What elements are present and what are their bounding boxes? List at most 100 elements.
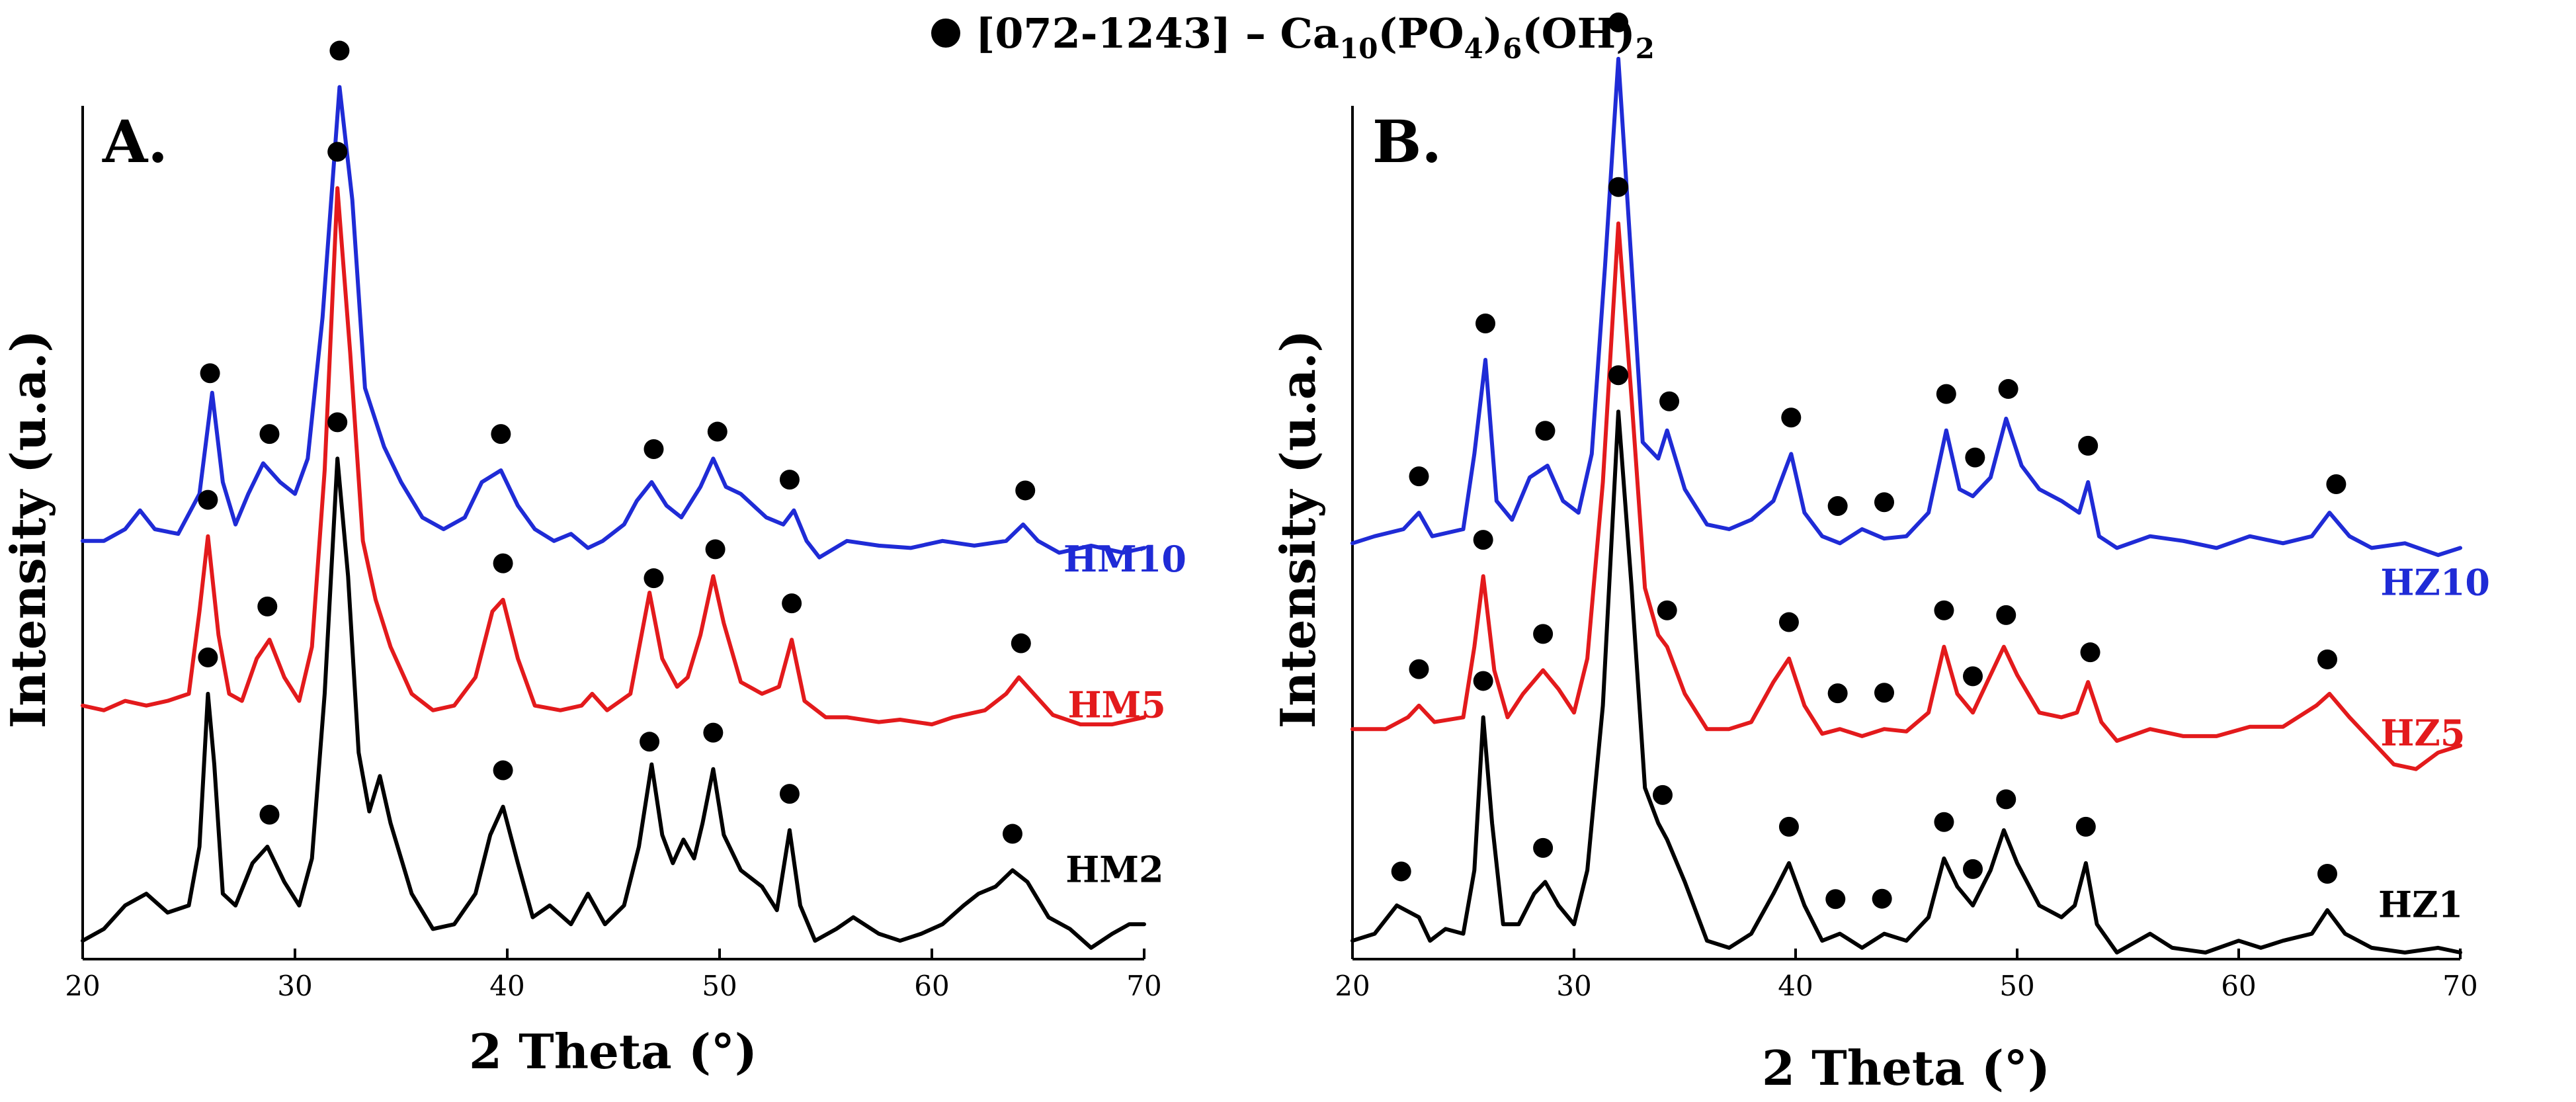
legend-part: 4 <box>1464 32 1483 65</box>
x-axis-title: 2 Theta (°) <box>1762 1040 2050 1096</box>
x-tick-label: 20 <box>1335 970 1370 1002</box>
series-label-hm5: HM5 <box>1067 683 1165 726</box>
peak-marker-icon <box>2078 435 2098 456</box>
chart-panel-b: B. 2 Theta (°) Intensity (u.a.) 20 30 40 50… <box>1270 12 2490 1096</box>
peak-marker-icon <box>2326 474 2347 494</box>
peak-marker-icon <box>1608 177 1628 197</box>
x-ticks: 20 30 40 50 60 70 <box>65 949 1162 1002</box>
panel-label: B. <box>1372 107 1442 176</box>
peak-marker-icon <box>1475 314 1495 333</box>
series-labels: HZ1 HZ5 HZ10 <box>2378 562 2490 926</box>
x-tick-label: 70 <box>2442 970 2477 1002</box>
peak-marker-icon <box>1781 407 1802 428</box>
peak-marker-icon <box>2317 864 2337 884</box>
series-labels: HM2 HM5 HM10 <box>1063 538 1186 890</box>
peak-marker-icon <box>1825 889 1846 910</box>
peak-marker-icon <box>1002 824 1022 844</box>
x-tick-label: 20 <box>65 970 100 1002</box>
x-tick-label: 30 <box>1556 970 1591 1002</box>
series-line-hz5 <box>1350 221 2462 771</box>
series-label-hz5: HZ5 <box>2380 712 2465 754</box>
peak-marker-icon <box>2075 816 2096 837</box>
x-tick-label: 40 <box>1778 970 1813 1002</box>
x-tick-label: 70 <box>1126 970 1161 1002</box>
peak-marker-icon <box>327 142 348 162</box>
legend-part: 10 <box>1339 32 1378 65</box>
x-axis-title: 2 Theta (°) <box>469 1023 757 1080</box>
peak-marker-icon <box>1963 666 1983 687</box>
series-line-hz10 <box>1350 56 2462 558</box>
legend-marker-icon <box>931 19 960 48</box>
peak-marker-icon <box>198 647 218 667</box>
legend: [072-1243] – Ca10(PO4)6(OH)2 <box>931 9 1655 65</box>
peak-marker-icon <box>1659 391 1680 411</box>
peak-marker-icon <box>640 732 660 752</box>
peak-marker-icon <box>1965 447 1985 468</box>
peak-marker-icon <box>1391 861 1411 882</box>
peak-marker-icon <box>1963 859 1983 879</box>
series-label-hz1: HZ1 <box>2378 884 2463 926</box>
x-tick-label: 60 <box>914 970 949 1002</box>
peak-marker-icon <box>779 470 800 490</box>
x-tick-label: 60 <box>2221 970 2256 1002</box>
peak-marker-icon <box>703 722 724 743</box>
series-curves <box>81 85 1146 950</box>
legend-part: [072-1243] – Ca <box>976 9 1339 58</box>
peak-marker-icon <box>1778 612 1799 632</box>
peak-marker-icon <box>705 539 726 560</box>
chart-panel-a: A. 2 Theta (°) Intensity (u.a.) 20 30 40 50… <box>0 40 1186 1080</box>
peak-marker-icon <box>644 439 664 459</box>
peak-marker-icon <box>1874 683 1894 703</box>
peak-marker-icon <box>259 804 280 825</box>
legend-part: ) <box>1483 9 1503 58</box>
peak-marker-icon <box>327 412 348 433</box>
peak-marker-icon <box>1872 888 1892 909</box>
peak-marker-icon <box>1409 659 1429 679</box>
peak-marker-icon <box>1827 496 1848 516</box>
x-tick-label: 50 <box>702 970 737 1002</box>
peak-marker-icon <box>1533 624 1554 644</box>
series-label-hz10: HZ10 <box>2380 562 2490 604</box>
peak-marker-icon <box>257 596 278 616</box>
series-label-hm10: HM10 <box>1063 538 1186 580</box>
series-line-hm10 <box>81 85 1146 560</box>
peak-marker-icon <box>1653 784 1673 805</box>
peak-markers <box>198 40 1036 844</box>
peak-marker-icon <box>1996 789 2016 810</box>
peak-marker-icon <box>1533 837 1554 858</box>
peak-marker-icon <box>1778 816 1799 837</box>
peak-marker-icon <box>1998 379 2018 400</box>
x-tick-label: 40 <box>489 970 524 1002</box>
peak-marker-icon <box>1874 492 1894 513</box>
x-tick-label: 50 <box>1999 970 2034 1002</box>
series-curves <box>1350 56 2462 954</box>
peak-marker-icon <box>491 424 511 445</box>
legend-part: 6 <box>1503 32 1522 65</box>
series-line-hz1 <box>1350 409 2462 954</box>
peak-marker-icon <box>2080 642 2100 663</box>
peak-markers <box>1391 12 2347 910</box>
y-axis-title: Intensity (u.a.) <box>0 330 56 729</box>
peak-marker-icon <box>259 424 280 445</box>
peak-marker-icon <box>1934 600 1954 620</box>
peak-marker-icon <box>198 489 218 510</box>
peak-marker-icon <box>1535 421 1556 441</box>
peak-marker-icon <box>1015 480 1036 501</box>
peak-marker-icon <box>1936 384 1956 404</box>
legend-part: 2 <box>1636 32 1655 65</box>
x-tick-label: 30 <box>277 970 312 1002</box>
peak-marker-icon <box>1608 365 1628 386</box>
series-label-hm2: HM2 <box>1065 848 1163 890</box>
peak-marker-icon <box>779 784 800 804</box>
peak-marker-icon <box>1827 683 1848 704</box>
legend-part: (PO <box>1378 9 1464 58</box>
peak-marker-icon <box>782 593 802 614</box>
peak-marker-icon <box>644 568 664 589</box>
series-line-hm5 <box>81 186 1146 727</box>
peak-marker-icon <box>1608 12 1628 32</box>
peak-marker-icon <box>200 363 220 384</box>
peak-marker-icon <box>1996 605 2016 625</box>
peak-marker-icon <box>1473 530 1493 550</box>
peak-marker-icon <box>1657 600 1677 620</box>
